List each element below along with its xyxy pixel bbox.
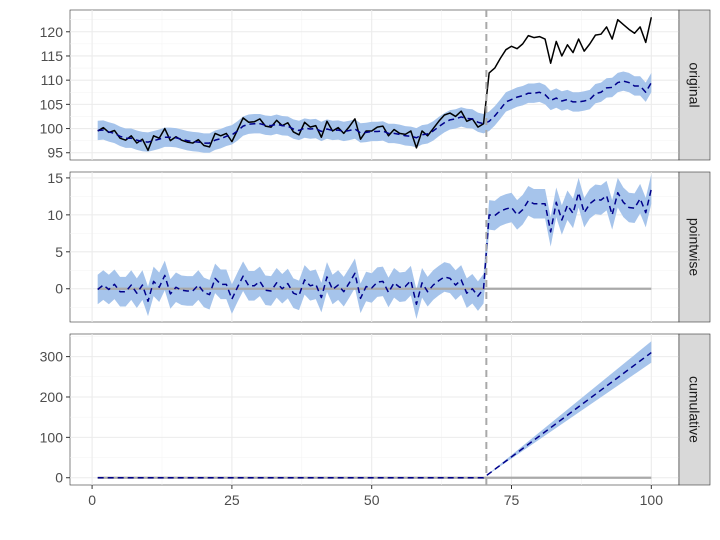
x-tick-label: 50 bbox=[364, 492, 380, 508]
y-tick-label: 115 bbox=[41, 48, 64, 64]
confidence-band bbox=[483, 341, 652, 478]
y-tick-label: 15 bbox=[47, 170, 63, 186]
y-tick-label: 120 bbox=[40, 24, 64, 40]
y-tick-label: 0 bbox=[55, 470, 63, 486]
panel-original: 95 100 105 110 115 120 original bbox=[40, 9, 711, 161]
facet-strip bbox=[678, 333, 711, 486]
observed-line bbox=[97, 17, 653, 152]
panel-content bbox=[97, 174, 653, 320]
y-tick-label: 10 bbox=[47, 207, 63, 223]
y-tick-label: 300 bbox=[40, 349, 64, 365]
x-tick-label: 100 bbox=[640, 492, 664, 508]
y-tick-label: 110 bbox=[41, 72, 64, 88]
y-tick-label: 95 bbox=[47, 145, 63, 161]
panel-content bbox=[97, 341, 652, 479]
y-tick-label: 105 bbox=[40, 96, 64, 112]
panel-pointwise: 0 5 10 15 pointwise bbox=[47, 170, 711, 323]
prediction-line bbox=[97, 80, 652, 144]
prediction-line bbox=[97, 351, 652, 479]
y-tick-label: 0 bbox=[55, 281, 63, 297]
y-tick-label: 5 bbox=[55, 244, 63, 260]
x-tick-label: 75 bbox=[504, 492, 520, 508]
facet-label: original bbox=[687, 62, 703, 107]
facet-label: pointwise bbox=[687, 218, 703, 277]
y-tick-label: 200 bbox=[40, 389, 64, 405]
facet-strip bbox=[678, 171, 711, 323]
y-tick-label: 100 bbox=[40, 121, 64, 137]
y-tick-label: 100 bbox=[40, 429, 64, 445]
facet-label: cumulative bbox=[687, 376, 703, 443]
facet-strip bbox=[678, 9, 711, 161]
panel-content bbox=[97, 17, 653, 153]
x-tick-label: 25 bbox=[224, 492, 240, 508]
x-tick-label: 0 bbox=[88, 492, 96, 508]
prediction-line bbox=[97, 188, 653, 306]
panel-cumulative: 0 100 200 300 cumulative 0 25 50 75 100 bbox=[40, 333, 711, 508]
